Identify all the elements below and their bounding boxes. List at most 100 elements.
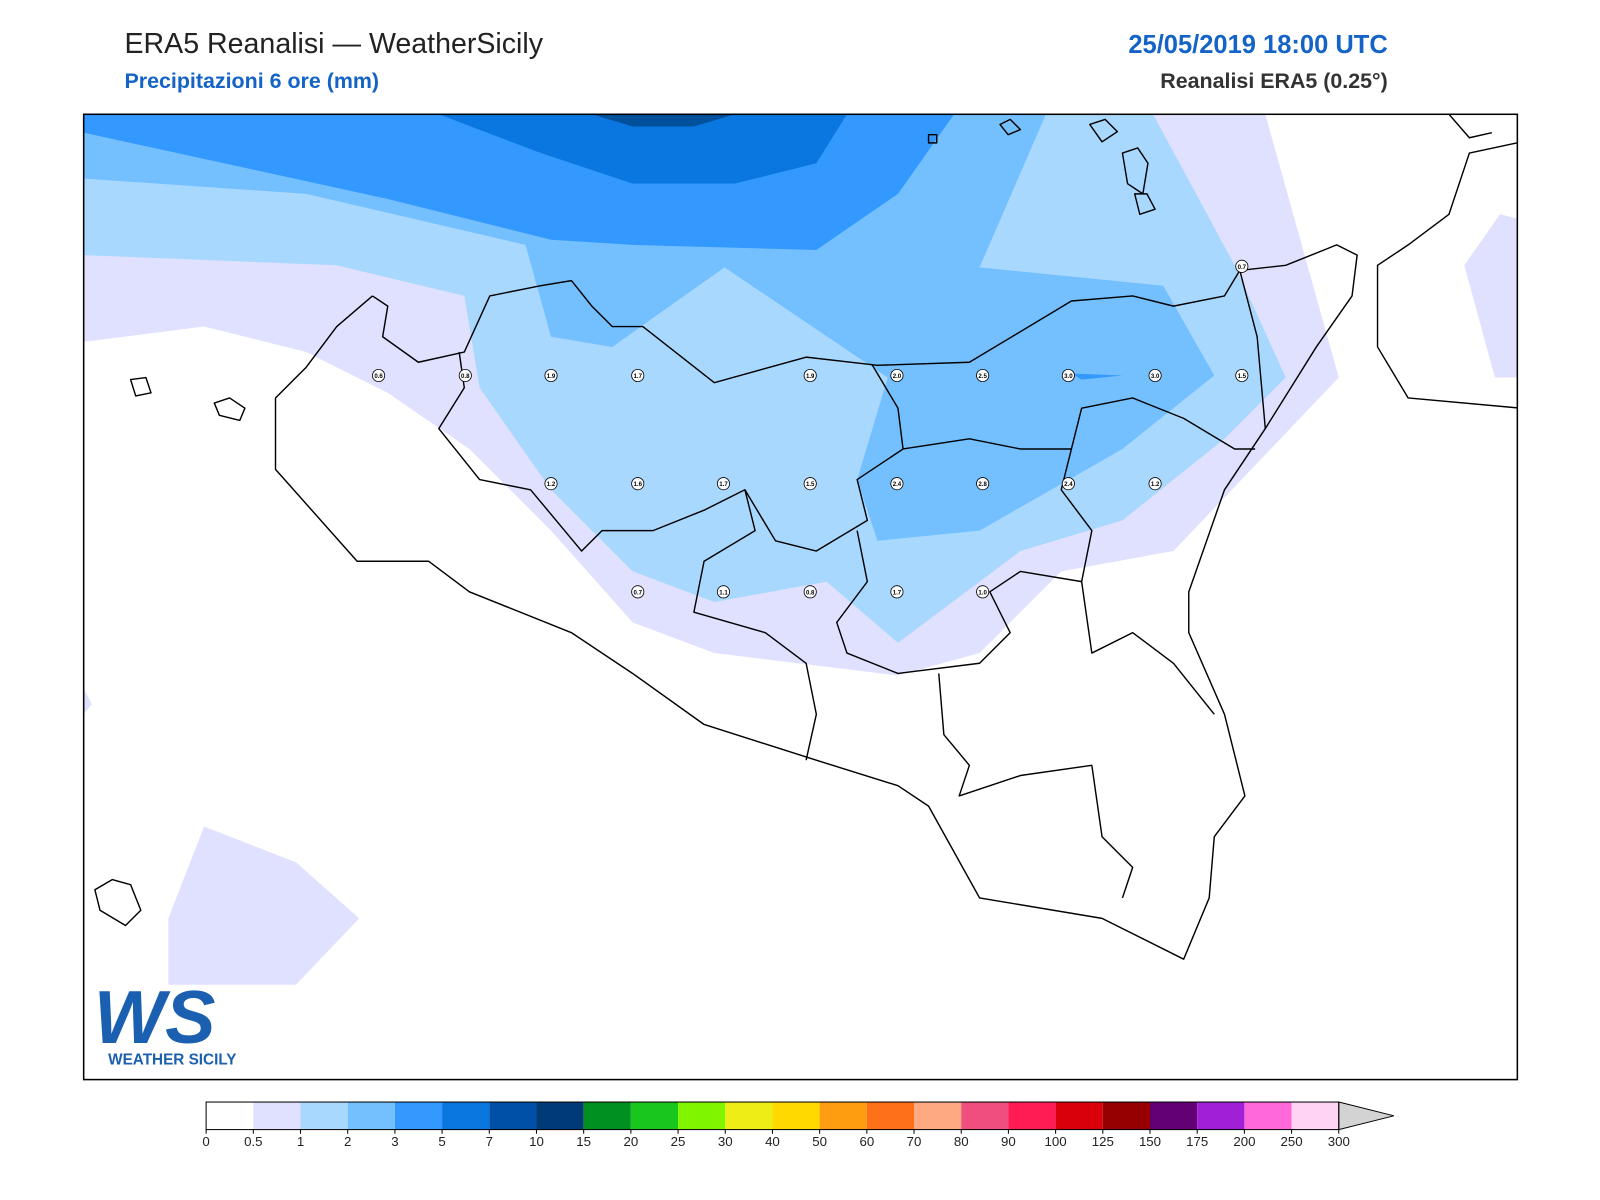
- station-marker: [631, 477, 645, 491]
- station-marker: [1148, 477, 1162, 491]
- colorbar-tick-label: 50: [812, 1134, 827, 1149]
- colorbar-tick-label: 70: [907, 1134, 922, 1149]
- colorbar-segment: [347, 1102, 395, 1130]
- colorbar: 0 0.5 1 2 3 5 7 10 15 20 25 30 40 50 60 70 80 90 100 125 150…: [202, 1101, 1395, 1149]
- colorbar-tick-label: 125: [1092, 1134, 1114, 1149]
- colorbar-tick-label: 250: [1281, 1134, 1303, 1149]
- station: 2.0: [890, 368, 904, 383]
- station-value: 2.5: [978, 373, 987, 380]
- colorbar-segment: [583, 1102, 631, 1130]
- station-marker: [1061, 477, 1075, 491]
- station-value: 1.7: [634, 373, 643, 380]
- station-marker: [890, 585, 904, 599]
- station-marker: [716, 585, 730, 599]
- station-value: 3.0: [1064, 373, 1073, 380]
- colorbar-segment: [1055, 1102, 1103, 1130]
- coastlines: [94, 114, 1518, 960]
- colorbar-segment: [442, 1102, 490, 1130]
- station: 1.6: [631, 477, 645, 491]
- station: 0.8: [803, 585, 817, 599]
- colorbar-segment: [206, 1102, 254, 1130]
- station: 1.5: [803, 477, 817, 491]
- colorbar-segment: [394, 1102, 443, 1130]
- station-value: 1.6: [634, 481, 643, 488]
- station-marker: [372, 368, 386, 383]
- subtitle: Precipitazioni 6 ore (mm): [124, 69, 379, 93]
- colorbar-segment: [678, 1102, 726, 1130]
- station-value: 2.4: [1064, 481, 1073, 488]
- station-marker: [976, 477, 990, 491]
- logo-caption: WEATHER SICILY: [108, 1051, 236, 1068]
- colorbar-segment: [725, 1102, 773, 1130]
- station: 1.7: [890, 585, 904, 599]
- colorbar-segment: [253, 1102, 301, 1130]
- colorbar-tick-label: 100: [1045, 1134, 1067, 1149]
- station-value: 1.5: [806, 481, 815, 488]
- colorbar-tick-label: 15: [576, 1134, 591, 1149]
- station: 2.4: [890, 477, 904, 491]
- station-marker: [1235, 368, 1249, 383]
- station: 3.0: [1061, 368, 1075, 383]
- colorbar-segment: [1291, 1102, 1339, 1130]
- station-value: 2.0: [893, 373, 902, 380]
- colorbar-tick-label: 80: [954, 1134, 969, 1149]
- colorbar-tick-label: 60: [859, 1134, 874, 1149]
- logo-mark: WS: [94, 976, 216, 1060]
- colorbar-tick-label: 3: [391, 1134, 398, 1149]
- colorbar-segment: [300, 1102, 348, 1130]
- colorbar-segment: [536, 1102, 584, 1130]
- colorbar-segment: [489, 1102, 537, 1130]
- station: 1.2: [1148, 477, 1162, 491]
- colorbar-segment: [961, 1102, 1009, 1130]
- station: 0.7: [1235, 259, 1249, 273]
- colorbar-segment: [1197, 1102, 1245, 1130]
- colorbar-segment: [1244, 1102, 1292, 1130]
- station-value: 2.8: [978, 481, 987, 488]
- station-value: 1.2: [547, 481, 556, 488]
- colorbar-tick-label: 90: [1001, 1134, 1016, 1149]
- map-frame: [82, 113, 1519, 1081]
- station: 1.5: [1235, 368, 1249, 383]
- colorbar-segment: [1102, 1102, 1150, 1130]
- colorbar-segment: [1150, 1102, 1198, 1130]
- colorbar-tick-label: 5: [438, 1134, 445, 1149]
- station: 0.6: [372, 368, 386, 383]
- station-marker: [976, 585, 990, 599]
- station: 2.5: [976, 368, 990, 383]
- station-marker: [458, 368, 472, 383]
- colorbar-tick-label: 0.5: [244, 1134, 262, 1149]
- colorbar-tick-label: 175: [1186, 1134, 1208, 1149]
- colorbar-tick-label: 25: [671, 1134, 686, 1149]
- station-marker: [803, 585, 817, 599]
- station-value: 1.0: [978, 589, 987, 596]
- station-value: 1.5: [1238, 373, 1247, 380]
- station-value: 1.1: [719, 589, 728, 596]
- colorbar-segment: [630, 1102, 679, 1130]
- colorbar-segment: [914, 1102, 962, 1130]
- station-marker: [631, 585, 645, 599]
- date: 25/05/2019 18:00 UTC: [1128, 31, 1387, 59]
- station-marker: [1061, 368, 1075, 383]
- colorbar-tick-label: 20: [623, 1134, 638, 1149]
- station-value: 1.7: [893, 589, 902, 596]
- station: 1.7: [716, 477, 730, 491]
- station: 1.0: [976, 585, 990, 599]
- colorbar-segment: [866, 1102, 915, 1130]
- colorbar-extend: [1338, 1101, 1395, 1131]
- station: 0.7: [631, 585, 645, 599]
- station-value: 2.4: [893, 481, 902, 488]
- station-marker: [544, 368, 558, 383]
- logo: WS WEATHER SICILY: [94, 976, 237, 1068]
- colorbar-tick-label: 1: [297, 1134, 304, 1149]
- station: 1.1: [716, 585, 730, 599]
- station-marker: [890, 368, 904, 383]
- colorbar-tick-label: 7: [486, 1134, 493, 1149]
- colorbar-tick-label: 10: [529, 1134, 544, 1149]
- colorbar-segment: [819, 1102, 867, 1130]
- station-marker: [544, 477, 558, 491]
- station-marker: [803, 368, 817, 383]
- station: 1.7: [631, 368, 645, 383]
- station-marker: [631, 368, 645, 383]
